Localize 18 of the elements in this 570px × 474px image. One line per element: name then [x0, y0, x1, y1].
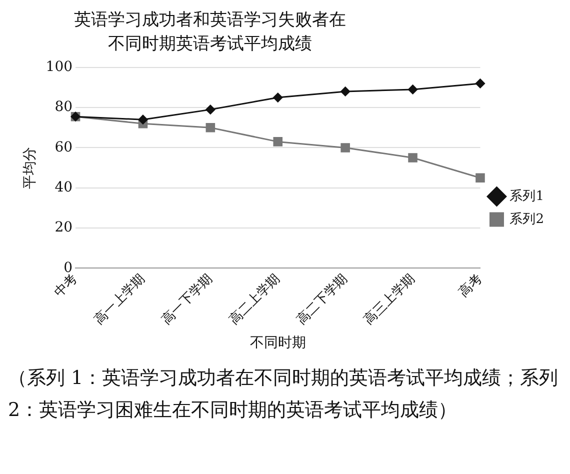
y-tick-label: 80: [54, 99, 73, 116]
legend-label: 系列1: [510, 188, 544, 204]
x-tick-label: 高二下学期: [293, 270, 351, 328]
x-axis-title: 不同时期: [250, 335, 306, 352]
x-tick-label: 高一上学期: [90, 270, 148, 328]
y-tick-label: 40: [54, 180, 73, 196]
chart-title: 英语学习成功者和英语学习失败者在不同时期英语考试平均成绩: [74, 9, 346, 56]
x-tick-label: 高二上学期: [226, 270, 284, 328]
legend-label: 系列2: [510, 212, 544, 227]
x-tick-label: 高三上学期: [360, 270, 418, 328]
y-tick-label: 60: [54, 139, 73, 156]
x-tick-label: 中考: [52, 271, 81, 300]
x-tick-label: 高考: [456, 270, 486, 300]
y-tick-label: 20: [54, 220, 73, 236]
y-axis-title: 平均分: [22, 146, 38, 189]
y-tick-label: 100: [46, 59, 73, 76]
x-tick-label: 高一下学期: [158, 270, 216, 328]
text: （系列 1：英语学习成功者在不同时期的英语考试平均成绩；系列 2：英语学习困难生在不同时期的英语考试平均成绩）: [8, 366, 560, 423]
